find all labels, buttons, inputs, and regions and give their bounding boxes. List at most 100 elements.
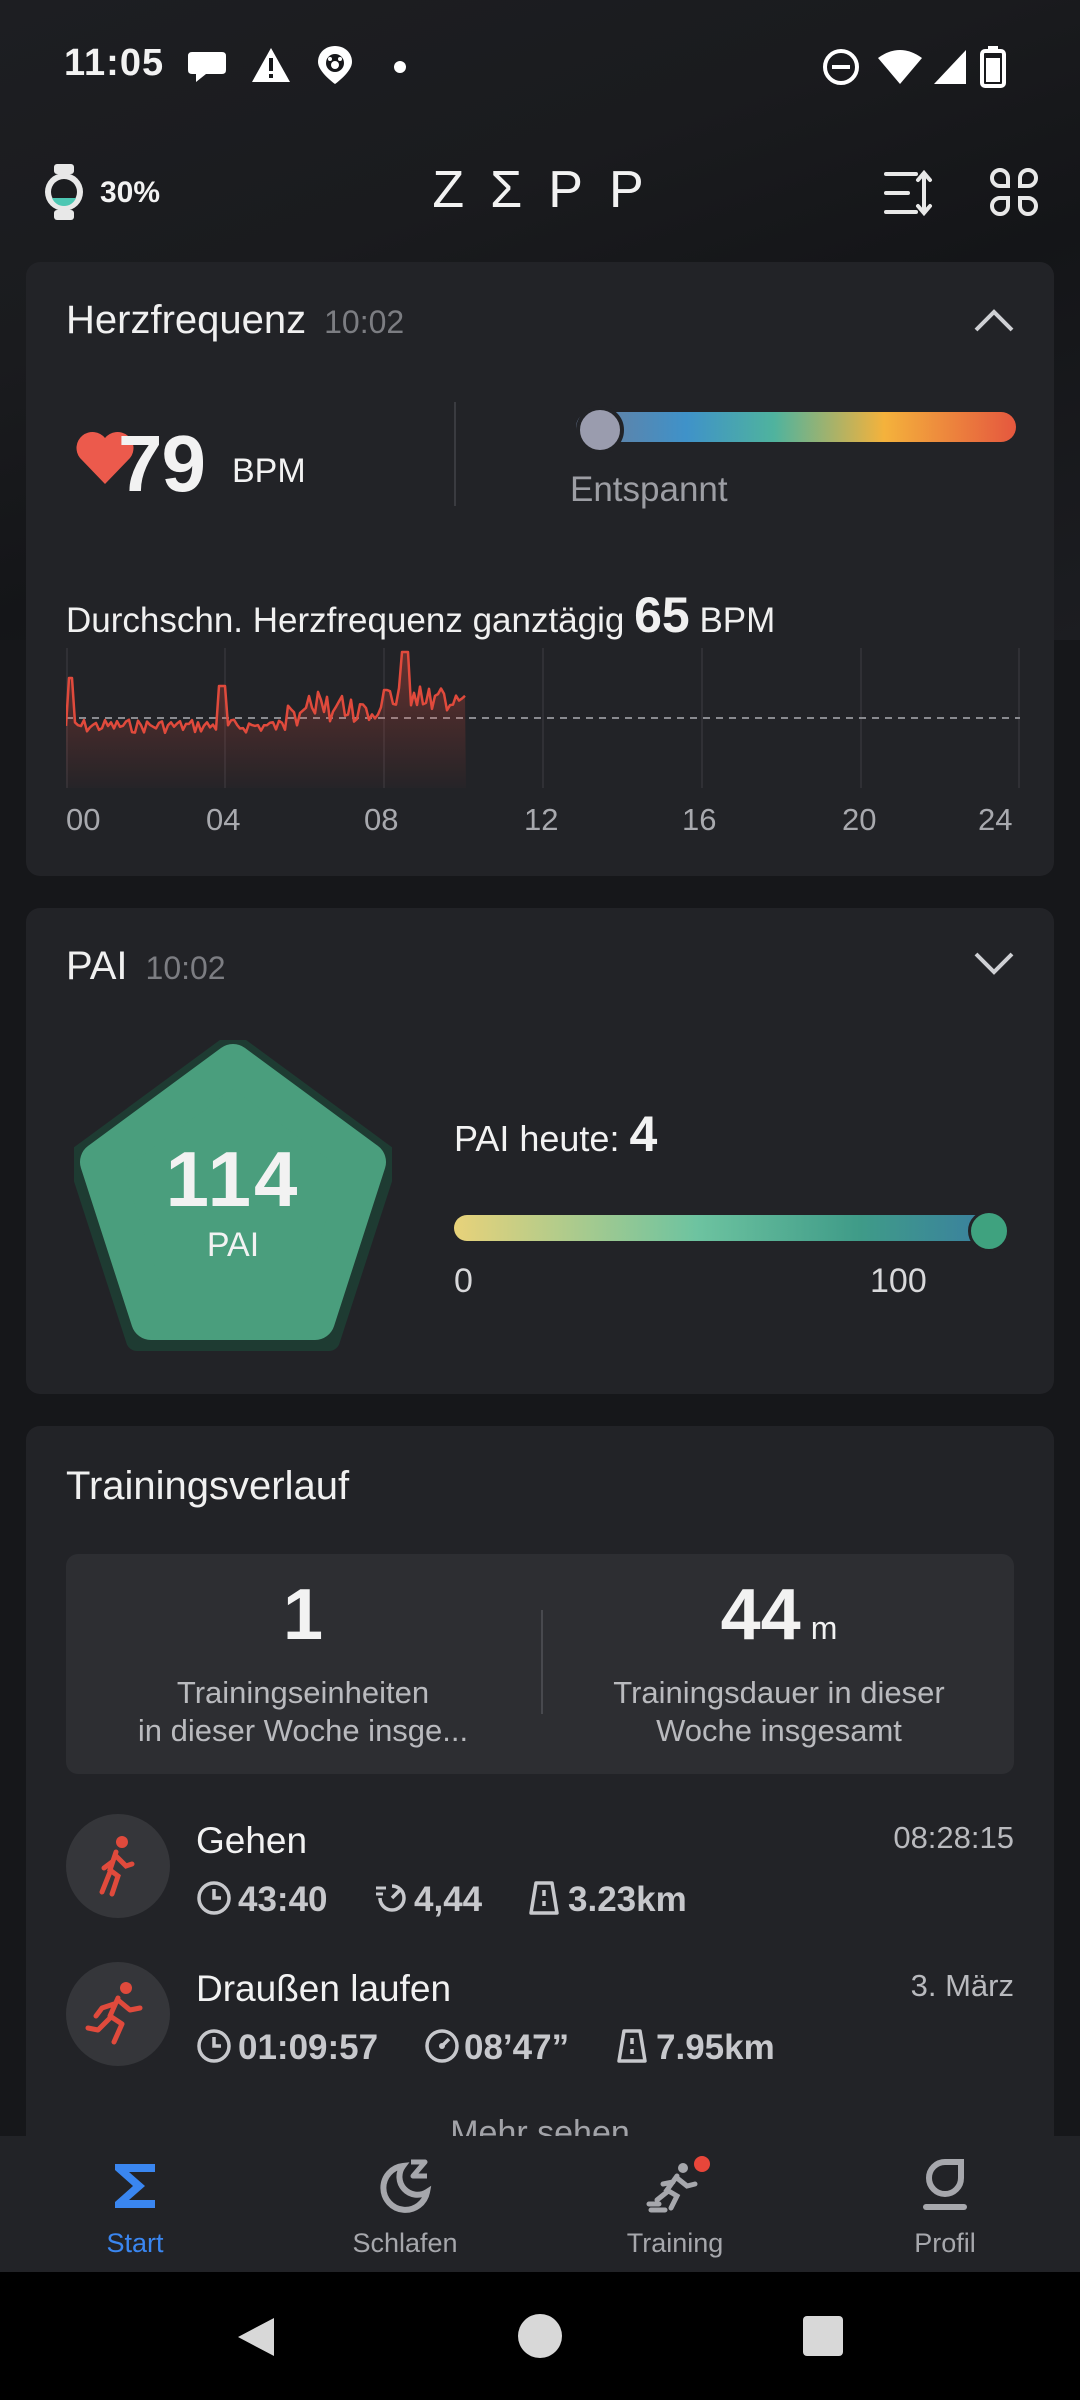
- dot-icon: [394, 61, 406, 73]
- moon-icon: [380, 2159, 432, 2213]
- pai-total-label: PAI: [206, 1226, 260, 1264]
- running-icon: [66, 1962, 170, 2066]
- chat-icon: [188, 52, 226, 82]
- tick-20: 20: [842, 802, 877, 837]
- divider: [541, 1610, 543, 1714]
- profile-icon: [923, 2159, 967, 2210]
- sigma-icon: [115, 2164, 155, 2208]
- pace-icon: [376, 1884, 406, 1912]
- status-time: 11:05: [64, 42, 165, 84]
- nav-schlafen[interactable]: Schlafen: [270, 2136, 540, 2272]
- nav-label: Profil: [914, 2228, 976, 2258]
- nav-label: Start: [106, 2228, 164, 2258]
- bottom-nav: Start Schlafen Training Profil: [0, 2136, 1080, 2272]
- heart-rate-time: 10:02: [324, 304, 405, 340]
- activity-row[interactable]: Draußen laufen 3. März 01:09:57 08’47” 7…: [40, 1952, 1040, 2074]
- heart-rate-title: Herzfrequenz: [66, 298, 307, 342]
- pai-scale-min: 0: [454, 1262, 473, 1300]
- clock-icon: [197, 1881, 231, 1915]
- pai-progress-bar: [454, 1215, 994, 1241]
- walking-icon: [66, 1814, 170, 1918]
- tick-04: 04: [206, 802, 241, 837]
- avg-heart-rate-unit: BPM: [699, 601, 776, 640]
- duration-label-1: Trainingsdauer in dieser: [613, 1675, 945, 1710]
- duration-label-2: Woche insgesamt: [656, 1713, 902, 1748]
- distance-icon: [617, 2029, 647, 2063]
- chart-area: [66, 652, 466, 788]
- training-title: Trainingsverlauf: [66, 1464, 350, 1508]
- sessions-label-1: Trainingseinheiten: [176, 1675, 430, 1710]
- wifi-icon: [878, 50, 922, 84]
- warning-icon: [252, 48, 290, 82]
- training-summary: [66, 1554, 1014, 1774]
- heart-rate-unit: BPM: [232, 452, 306, 490]
- tick-00: 00: [66, 802, 101, 837]
- pai-scale-max: 100: [870, 1262, 927, 1300]
- tick-08: 08: [364, 802, 399, 837]
- battery-icon: [980, 46, 1006, 88]
- activity-distance: 7.95km: [656, 2028, 775, 2067]
- watch-icon[interactable]: [42, 164, 86, 220]
- sessions-count: 1: [282, 1575, 324, 1655]
- back-icon[interactable]: [234, 2314, 278, 2360]
- activity-name: Draußen laufen: [196, 1968, 452, 2009]
- heart-rate-zone-marker: [576, 406, 624, 454]
- grid-icon[interactable]: [988, 166, 1040, 218]
- recents-icon[interactable]: [803, 2316, 843, 2356]
- activity-pace: 4,44: [414, 1880, 483, 1919]
- pai-title: PAI: [66, 944, 128, 988]
- brand-logo: ZΣPP: [432, 161, 670, 219]
- sort-icon[interactable]: [882, 168, 934, 218]
- tick-16: 16: [682, 802, 717, 837]
- heart-rate-zone-bar: [576, 412, 1016, 442]
- dnd-icon: [823, 49, 859, 85]
- system-nav-bar: [0, 2272, 1080, 2400]
- activity-date: 3. März: [910, 1968, 1014, 2003]
- activity-pace: 08’47”: [464, 2028, 570, 2067]
- sessions-label-2: in dieser Woche insge...: [137, 1713, 469, 1748]
- heart-rate-zone: Entspannt: [570, 470, 728, 509]
- device-battery: 30%: [100, 176, 161, 209]
- avg-heart-rate: Durchschn. Herzfrequenz ganztägig 65 BPM: [66, 586, 775, 644]
- nav-start[interactable]: Start: [0, 2136, 270, 2272]
- duration-value: 44: [720, 1575, 801, 1655]
- runner-icon: [646, 2163, 698, 2213]
- activity-distance: 3.23km: [568, 1880, 687, 1919]
- pai-today-value: 4: [629, 1106, 658, 1162]
- pai-total: 114: [165, 1135, 301, 1223]
- signal-icon: [934, 50, 966, 84]
- training-card[interactable]: Trainingsverlauf: [26, 1426, 1054, 2156]
- avg-heart-rate-label: Durchschn. Herzfrequenz ganztägig: [66, 601, 625, 640]
- activity-row[interactable]: Gehen 08:28:15 43:40 4,44 3.23km: [40, 1804, 1040, 1926]
- chevron-up-icon[interactable]: [974, 308, 1014, 332]
- activity-duration: 01:09:57: [238, 2028, 379, 2067]
- activity-date: 08:28:15: [893, 1820, 1014, 1855]
- tick-12: 12: [524, 802, 559, 837]
- heart-rate-value: 79: [118, 419, 206, 508]
- pai-today-label: PAI heute:: [454, 1118, 620, 1159]
- pai-progress-marker: [968, 1210, 1010, 1252]
- paw-location-icon: [318, 46, 352, 84]
- activity-name: Gehen: [196, 1820, 308, 1861]
- duration-unit: m: [810, 1610, 838, 1646]
- nav-training[interactable]: Training: [540, 2136, 810, 2272]
- activity-duration: 43:40: [238, 1880, 328, 1919]
- tick-24: 24: [978, 802, 1013, 837]
- avg-heart-rate-value: 65: [634, 587, 690, 643]
- chevron-down-icon[interactable]: [974, 952, 1014, 976]
- distance-icon: [529, 1881, 559, 1915]
- pai-time: 10:02: [145, 950, 226, 986]
- pai-badge: [74, 1040, 392, 1351]
- nav-profil[interactable]: Profil: [810, 2136, 1080, 2272]
- home-icon[interactable]: [518, 2314, 562, 2358]
- chart-line: [66, 650, 466, 735]
- nav-label: Training: [626, 2228, 724, 2258]
- speedometer-icon: [425, 2029, 459, 2063]
- clock-icon: [197, 2029, 231, 2063]
- nav-label: Schlafen: [352, 2228, 458, 2258]
- divider: [454, 402, 456, 506]
- notification-dot: [694, 2156, 710, 2172]
- heart-icon: [76, 431, 134, 484]
- heart-rate-chart: [66, 648, 1020, 788]
- pai-today: PAI heute: 4: [454, 1105, 657, 1163]
